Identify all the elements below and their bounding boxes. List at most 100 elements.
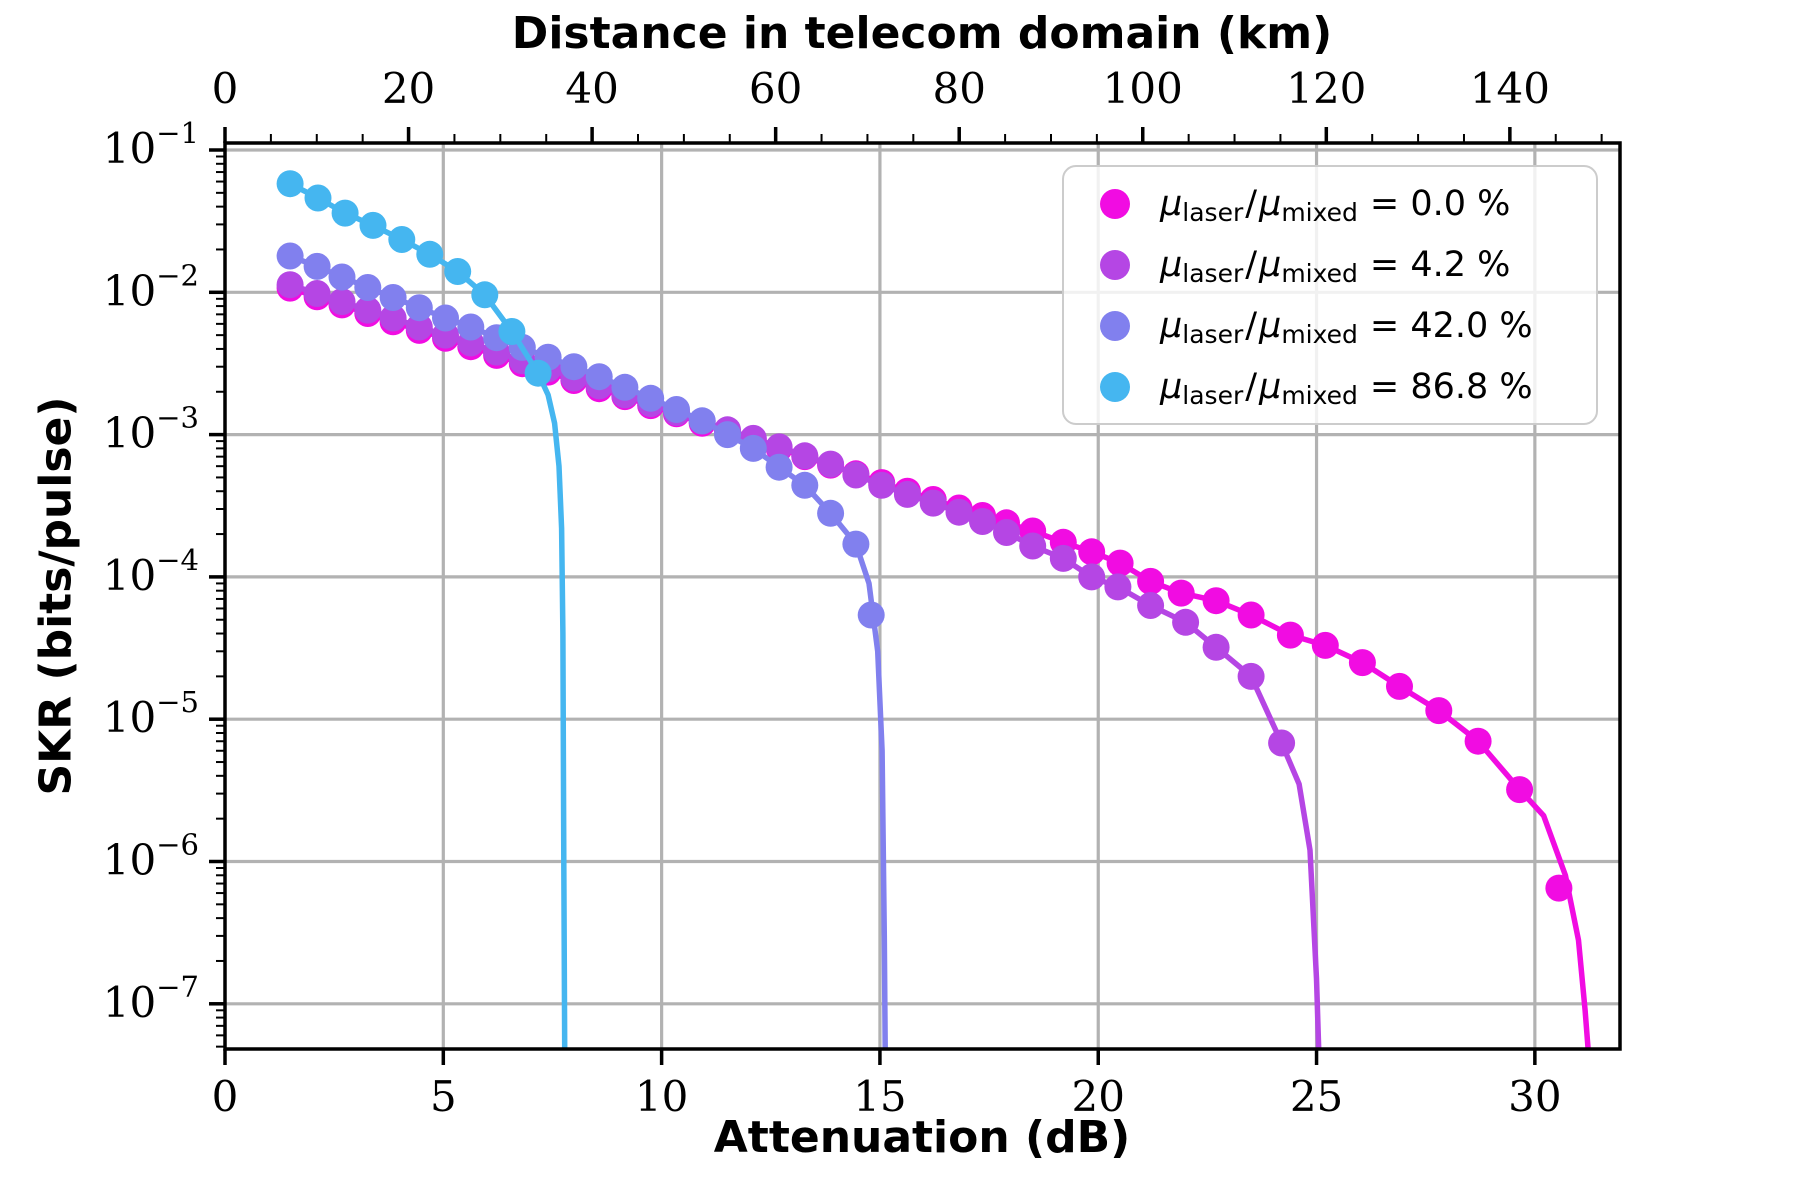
legend-label: μ laser / μ mixed = 86.8 % (1160, 366, 1533, 410)
data-point (405, 313, 433, 341)
legend-dot (1100, 371, 1130, 402)
data-point (842, 530, 870, 558)
data-point (359, 211, 387, 239)
data-point (328, 288, 356, 316)
top-tick-label: 20 (382, 64, 435, 113)
data-point (637, 384, 665, 412)
data-point (993, 519, 1020, 546)
data-point (688, 407, 716, 435)
legend-row: μ laser / μ mixed = 4.2 % (1100, 244, 1596, 288)
data-point (354, 296, 382, 324)
data-point (276, 170, 304, 198)
data-point (714, 421, 741, 449)
data-point (1049, 544, 1077, 572)
data-point (1348, 649, 1376, 677)
series-line (287, 253, 888, 1049)
data-point (1276, 621, 1304, 649)
legend-dot (1100, 188, 1130, 219)
top-tick-label: 120 (1286, 64, 1366, 113)
data-point (857, 601, 885, 629)
data-point (388, 226, 416, 253)
data-point (471, 281, 499, 309)
data-point (432, 304, 459, 332)
data-point (328, 263, 356, 291)
data-point (524, 359, 552, 387)
data-point (1237, 601, 1265, 629)
data-point (276, 242, 304, 270)
data-point (1019, 532, 1047, 560)
top-axis-title: Distance in telecom domain (km) (511, 8, 1333, 59)
y-tick-label: 10−4 (103, 543, 199, 600)
x-tick-label: 30 (1508, 1072, 1561, 1121)
data-point (1311, 631, 1339, 659)
x-tick-label: 20 (1072, 1072, 1125, 1121)
y-tick-label: 10−3 (103, 401, 199, 458)
x-tick-label: 25 (1290, 1072, 1343, 1121)
data-point (444, 258, 472, 285)
y-tick-label: 10−7 (103, 970, 199, 1027)
data-point (585, 363, 613, 391)
data-point (498, 318, 526, 345)
x-tick-label: 10 (635, 1072, 688, 1121)
data-point (1237, 662, 1265, 690)
x-tick-label: 15 (853, 1072, 906, 1121)
top-tick-label: 140 (1470, 64, 1550, 113)
data-point (919, 489, 947, 517)
legend: μ laser / μ mixed = 0.0 % μ laser / μ mixed = 4.2 … (1062, 165, 1598, 425)
y-tick-label: 10−6 (103, 828, 199, 885)
data-point (405, 294, 433, 322)
data-point (354, 274, 382, 301)
legend-label: μ laser / μ mixed = 42.0 % (1160, 305, 1533, 349)
data-point (1172, 608, 1200, 636)
legend-label: μ laser / μ mixed = 0.0 % (1160, 183, 1511, 227)
top-tick-label: 60 (749, 64, 802, 113)
data-point (791, 471, 819, 499)
data-point (868, 471, 896, 499)
legend-dot (1100, 310, 1130, 341)
legend-row: μ laser / μ mixed = 86.8 % (1100, 366, 1596, 410)
data-point (791, 442, 819, 470)
data-point (304, 184, 332, 212)
x-tick-label: 5 (430, 1072, 457, 1121)
data-point (1137, 592, 1165, 619)
data-point (1106, 549, 1134, 577)
data-point (1545, 874, 1573, 902)
data-point (1078, 563, 1106, 591)
data-point (303, 280, 331, 307)
data-point (765, 433, 793, 461)
y-tick-label: 10−1 (103, 116, 199, 173)
data-point (1137, 567, 1165, 595)
series-group (276, 170, 1591, 1049)
data-point (457, 313, 485, 341)
legend-label: μ laser / μ mixed = 4.2 % (1160, 244, 1511, 288)
data-point (416, 240, 444, 268)
data-point (276, 271, 304, 299)
data-point (739, 434, 767, 462)
data-point (303, 252, 331, 280)
data-point (1464, 727, 1492, 755)
data-point (1202, 633, 1230, 661)
data-point (663, 396, 690, 423)
data-point (945, 498, 973, 526)
data-point (765, 453, 793, 481)
data-point (611, 373, 639, 401)
data-point (1104, 573, 1132, 601)
top-tick-label: 100 (1103, 64, 1183, 113)
data-point (1506, 776, 1534, 804)
data-point (817, 450, 845, 478)
x-tick-label: 0 (212, 1072, 239, 1121)
data-point (893, 480, 921, 508)
x-axis-title: Attenuation (dB) (713, 1112, 1131, 1163)
data-point (1202, 587, 1230, 615)
data-point (842, 461, 870, 489)
data-point (817, 499, 845, 527)
data-point (1268, 729, 1296, 757)
data-point (379, 284, 407, 311)
plot-frame (223, 141, 1622, 1051)
top-tick-label: 40 (565, 64, 618, 113)
data-point (560, 353, 588, 381)
data-point (969, 508, 996, 535)
axes: 0 5 10 15 20 25 30 0 20 40 60 80 100 120 140 10−1 10−2 10… (103, 64, 1603, 1121)
data-point (1167, 579, 1195, 607)
